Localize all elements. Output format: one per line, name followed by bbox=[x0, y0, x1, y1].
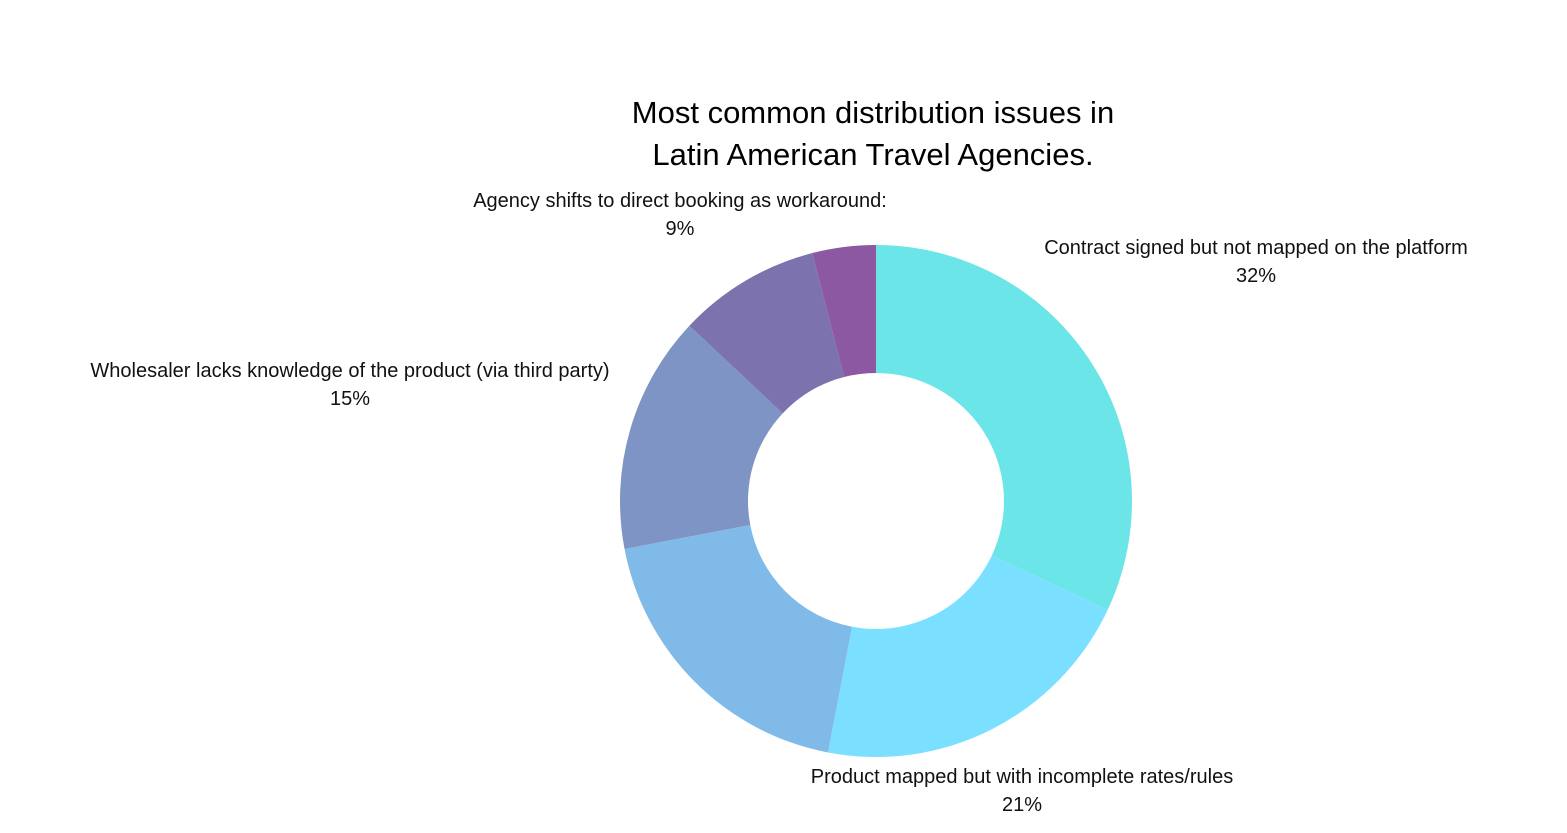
donut-slice-2 bbox=[828, 555, 1108, 757]
slice-label-text: Product mapped but with incomplete rates… bbox=[810, 766, 1234, 788]
slice-label-text: Contract signed but not mapped on the pl… bbox=[1044, 237, 1468, 259]
slice-label-text: Wholesaler lacks knowledge of the produc… bbox=[90, 360, 610, 382]
slice-label-value: 32% bbox=[1235, 265, 1277, 287]
slice-label-text: Agency shifts to direct booking as worka… bbox=[473, 190, 887, 212]
donut-slice-1 bbox=[876, 245, 1132, 610]
slice-label-wholesaler-knowledge: Wholesaler lacks knowledge of the produc… bbox=[70, 357, 630, 413]
donut-slice-6 bbox=[812, 245, 876, 378]
donut-slice-5 bbox=[689, 253, 845, 414]
slice-label-value: 21% bbox=[1001, 794, 1043, 816]
slice-label-contract-not-mapped: Contract signed but not mapped on the pl… bbox=[1026, 234, 1486, 290]
donut-slice-4 bbox=[620, 325, 783, 549]
chart-title-line-1: Most common distribution issues in bbox=[631, 95, 1115, 130]
slice-label-incomplete-rates: Product mapped but with incomplete rates… bbox=[792, 763, 1252, 819]
slice-label-direct-booking: Agency shifts to direct booking as worka… bbox=[455, 187, 905, 243]
donut-slice-3 bbox=[624, 524, 853, 753]
chart-title: Most common distribution issues in Latin… bbox=[573, 92, 1173, 176]
chart-title-line-2: Latin American Travel Agencies. bbox=[652, 137, 1094, 172]
slice-label-value: 9% bbox=[665, 218, 695, 240]
slice-label-value: 15% bbox=[329, 388, 371, 410]
